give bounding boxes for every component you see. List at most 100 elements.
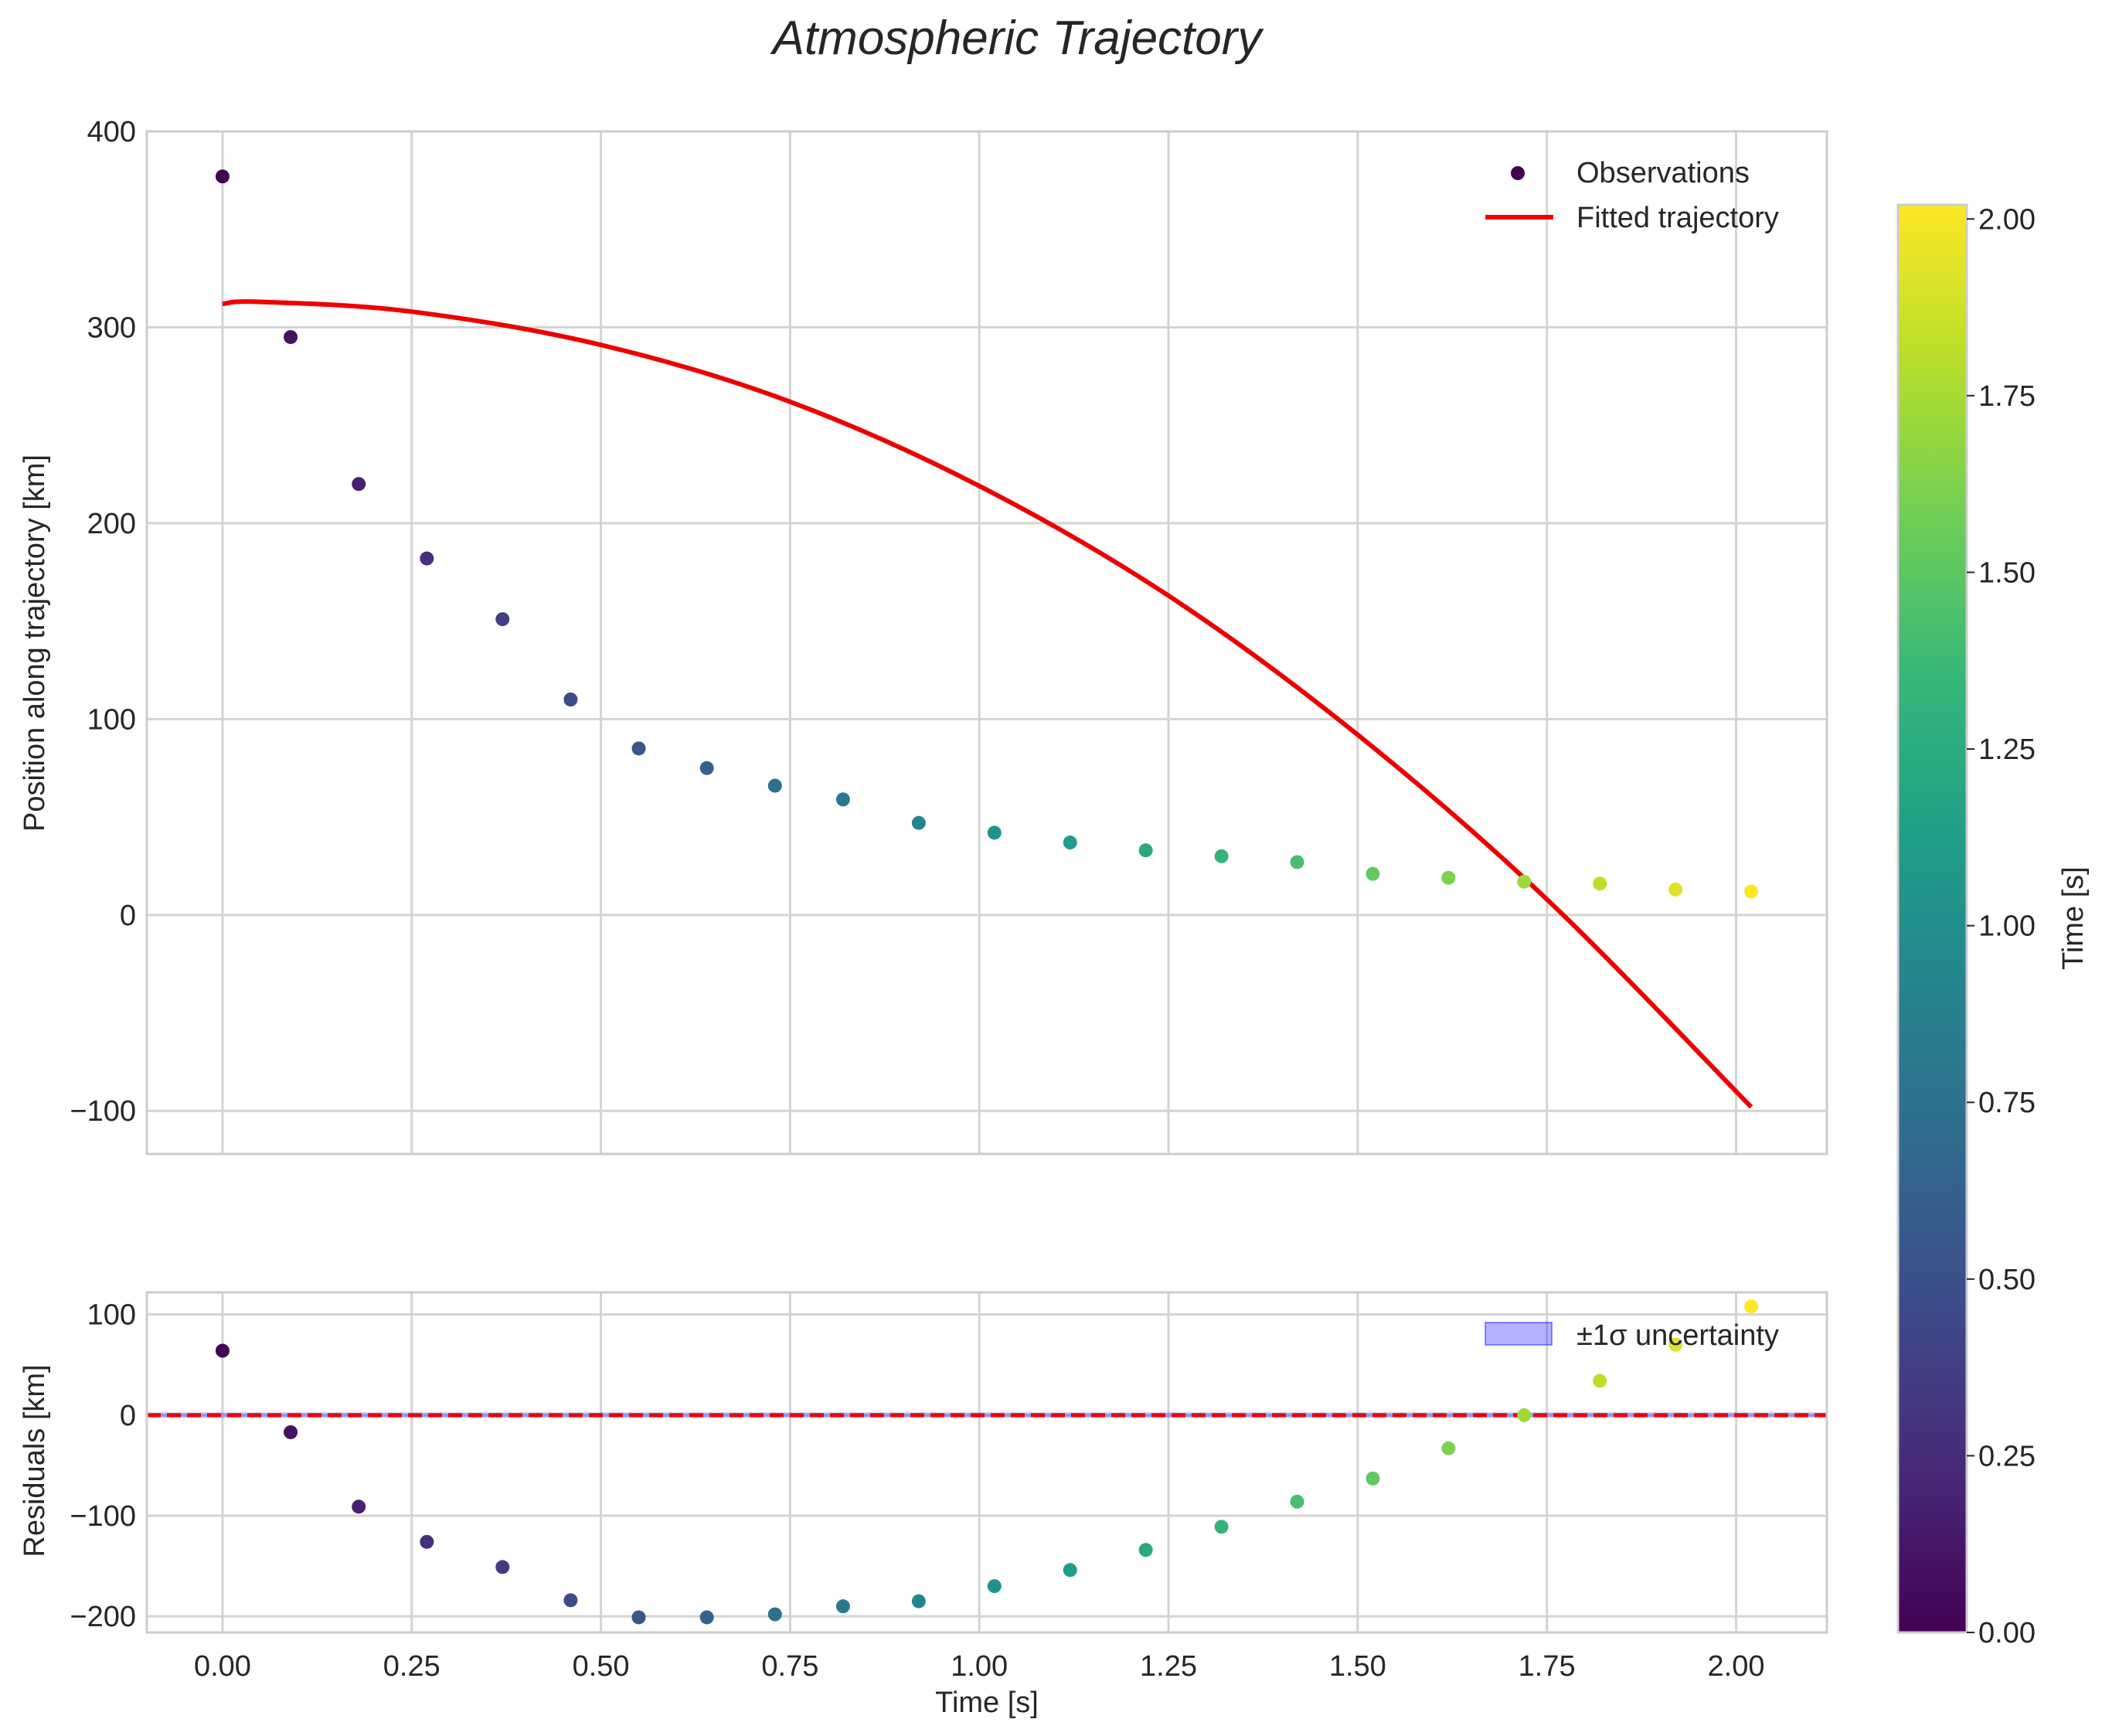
observation-point <box>284 330 298 345</box>
observation-point <box>1290 855 1304 870</box>
legend-observations-marker <box>1511 166 1525 180</box>
y-tick-label: −100 <box>70 1095 136 1128</box>
residuals-panel: −200 −100 0 100 0.00 0.25 0.50 0.75 1.00 1.25 1.5… <box>19 1291 1828 1719</box>
y-tick-label: −100 <box>70 1500 136 1533</box>
residual-point <box>420 1534 434 1549</box>
residual-point <box>1593 1373 1607 1388</box>
main-y-tick-labels: −100 0 100 200 300 400 <box>70 116 136 1128</box>
residual-point <box>835 1599 850 1614</box>
observation-point <box>1517 874 1532 889</box>
observation-point <box>1441 870 1456 885</box>
residuals-plot-frame <box>145 1291 1828 1634</box>
main-y-axis-label: Position along trajectory [km] <box>19 454 51 832</box>
residual-point <box>767 1607 782 1622</box>
y-tick-label: 0 <box>120 900 136 932</box>
observation-point <box>1668 882 1683 897</box>
main-plot-background <box>147 131 1827 1154</box>
x-tick-label: 1.00 <box>951 1650 1008 1683</box>
chart-title: Atmospheric Trajectory <box>770 12 1265 65</box>
residual-point <box>911 1594 926 1608</box>
observation-point <box>1138 843 1153 858</box>
x-tick-label: 0.50 <box>573 1650 630 1683</box>
residual-point <box>215 1343 230 1358</box>
observation-point <box>420 551 434 566</box>
residual-point <box>1138 1543 1153 1557</box>
residual-point <box>699 1610 714 1625</box>
observation-point <box>911 815 926 830</box>
observation-point <box>631 741 646 756</box>
residual-point <box>1517 1408 1532 1422</box>
residual-point <box>987 1579 1002 1594</box>
legend-observations-label: Observations <box>1576 157 1750 189</box>
y-tick-label: 400 <box>87 116 136 148</box>
legend-uncertainty-swatch <box>1485 1322 1553 1346</box>
observation-point <box>215 169 230 184</box>
y-tick-label: 0 <box>120 1400 136 1432</box>
residual-point <box>495 1560 510 1574</box>
colorbar-tick-label: 0.50 <box>1978 1264 2036 1296</box>
residuals-y-axis-label: Residuals [km] <box>19 1364 51 1557</box>
residuals-y-tick-labels: −200 −100 0 100 <box>70 1299 136 1634</box>
x-tick-label: 0.25 <box>383 1650 440 1683</box>
observation-point <box>1366 866 1380 881</box>
residual-point <box>284 1425 298 1439</box>
residual-point <box>1744 1299 1759 1314</box>
observation-point <box>1214 849 1229 863</box>
colorbar-tick-label: 1.75 <box>1978 380 2036 413</box>
colorbar-tick-label: 1.50 <box>1978 557 2036 589</box>
colorbar-tick-label: 1.00 <box>1978 911 2036 943</box>
observation-point <box>987 825 1002 840</box>
x-tick-label: 0.75 <box>761 1650 818 1683</box>
colorbar-tick-labels: 0.00 0.25 0.50 0.75 1.00 1.25 1.50 1.75 2.00 <box>1967 203 2036 1649</box>
observation-point <box>835 792 850 807</box>
residual-point <box>1214 1520 1229 1534</box>
residual-points <box>215 1299 1759 1625</box>
colorbar-tick-label: 0.75 <box>1978 1087 2036 1119</box>
y-tick-label: −200 <box>70 1601 136 1633</box>
residuals-plot-background <box>147 1292 1827 1632</box>
legend-fit-label: Fitted trajectory <box>1576 202 1779 234</box>
y-tick-label: 100 <box>87 703 136 736</box>
fitted-trajectory-layer <box>222 299 1753 1109</box>
residual-point <box>1441 1441 1456 1455</box>
observation-point <box>699 761 714 775</box>
uncertainty-band <box>147 1412 1827 1418</box>
main-legend: Observations Fitted trajectory <box>1485 157 1779 234</box>
observation-point <box>1593 877 1607 891</box>
observation-point <box>1744 884 1759 899</box>
residuals-legend: ±1σ uncertainty <box>1485 1319 1779 1352</box>
fitted-trajectory-line <box>222 299 1753 1109</box>
residual-point <box>1366 1471 1380 1486</box>
observation-points <box>215 169 1759 899</box>
colorbar: 0.00 0.25 0.50 0.75 1.00 1.25 1.50 1.75 2.00 Tim… <box>1896 203 2090 1649</box>
colorbar-tick-label: 1.25 <box>1978 734 2036 766</box>
residual-point <box>631 1610 646 1625</box>
observation-point <box>495 612 510 627</box>
residual-point <box>1290 1494 1304 1509</box>
x-tick-label: 0.00 <box>194 1650 251 1683</box>
colorbar-label: Time [s] <box>2057 866 2090 970</box>
main-plot-frame <box>145 130 1828 1156</box>
main-panel: −100 0 100 200 300 400 Position along traject… <box>19 116 1828 1156</box>
x-axis-label: Time [s] <box>935 1687 1039 1719</box>
legend-uncertainty-label: ±1σ uncertainty <box>1576 1319 1779 1352</box>
colorbar-gradient <box>1896 203 1968 1634</box>
residual-point <box>563 1593 578 1608</box>
x-tick-label: 1.75 <box>1519 1650 1576 1683</box>
residual-point <box>1668 1337 1683 1352</box>
observation-point <box>767 778 782 793</box>
x-tick-label: 1.25 <box>1140 1650 1197 1683</box>
observation-point <box>1063 836 1077 850</box>
y-tick-label: 200 <box>87 508 136 540</box>
colorbar-tick-label: 0.25 <box>1978 1440 2036 1472</box>
zero-reference-layer <box>147 1412 1827 1418</box>
observation-point <box>563 693 578 706</box>
residual-point <box>1063 1563 1077 1578</box>
main-gridlines <box>147 130 1827 1154</box>
colorbar-tick-label: 0.00 <box>1978 1617 2036 1649</box>
residual-point <box>352 1499 366 1514</box>
x-tick-label: 1.50 <box>1329 1650 1386 1683</box>
x-tick-label: 2.00 <box>1708 1650 1765 1683</box>
y-tick-label: 100 <box>87 1299 136 1332</box>
